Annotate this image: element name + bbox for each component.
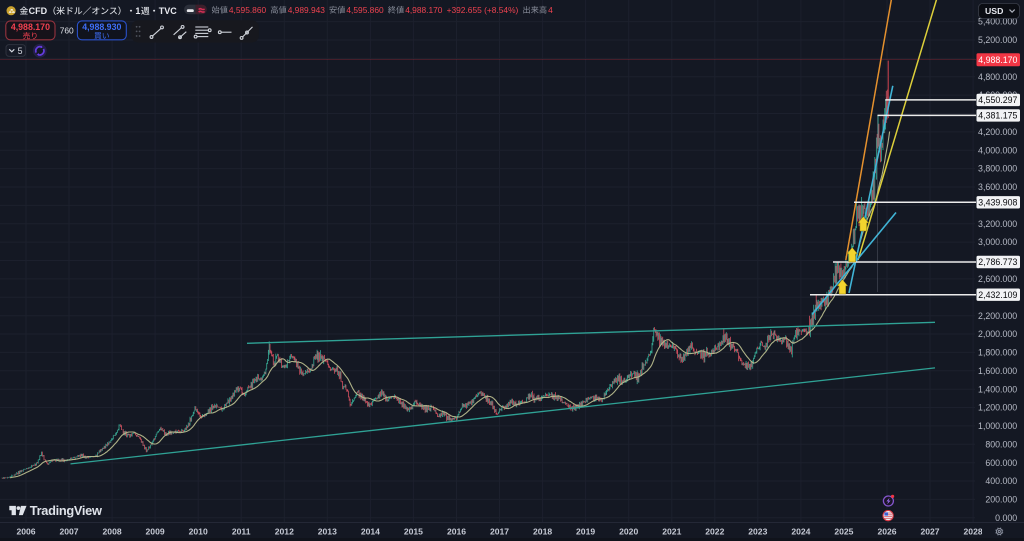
svg-text:3,600.000: 3,600.000: [978, 182, 1017, 192]
svg-text:0.000: 0.000: [995, 513, 1017, 523]
svg-text:3,000.000: 3,000.000: [978, 237, 1017, 247]
svg-text:2,432.109: 2,432.109: [978, 290, 1017, 300]
svg-text:400.000: 400.000: [985, 476, 1017, 486]
svg-text:3,439.908: 3,439.908: [978, 197, 1017, 207]
svg-text:2013: 2013: [318, 527, 337, 537]
svg-text:2016: 2016: [447, 527, 466, 537]
svg-text:TVC: TVC: [159, 6, 178, 16]
svg-text:+392.655 (+8.54%): +392.655 (+8.54%): [447, 5, 519, 15]
svg-text:1,800.000: 1,800.000: [978, 348, 1017, 358]
svg-text:USD: USD: [985, 6, 1003, 16]
svg-text:2023: 2023: [748, 527, 767, 537]
svg-text:2025: 2025: [834, 527, 853, 537]
svg-text:2011: 2011: [232, 527, 251, 537]
svg-text:4,200.000: 4,200.000: [978, 127, 1017, 137]
svg-text:1,200.000: 1,200.000: [978, 403, 1017, 413]
svg-text:2027: 2027: [920, 527, 939, 537]
svg-text:2018: 2018: [533, 527, 552, 537]
svg-text:4: 4: [548, 5, 553, 15]
svg-text:200.000: 200.000: [985, 495, 1017, 505]
svg-text:2022: 2022: [705, 527, 724, 537]
svg-text:2010: 2010: [189, 527, 208, 537]
svg-text:1,400.000: 1,400.000: [978, 384, 1017, 394]
svg-text:2026: 2026: [877, 527, 896, 537]
svg-text:2014: 2014: [361, 527, 380, 537]
svg-text:2,000.000: 2,000.000: [978, 329, 1017, 339]
svg-text:600.000: 600.000: [985, 458, 1017, 468]
svg-text:5,200.000: 5,200.000: [978, 35, 1017, 45]
svg-text:2,786.773: 2,786.773: [978, 257, 1017, 267]
svg-text:2006: 2006: [16, 527, 35, 537]
svg-text:4,988.170: 4,988.170: [978, 55, 1017, 65]
svg-text:5: 5: [18, 46, 23, 56]
svg-text:3,800.000: 3,800.000: [978, 164, 1017, 174]
svg-text:4,989.943: 4,989.943: [288, 5, 326, 15]
svg-text:3,200.000: 3,200.000: [978, 219, 1017, 229]
svg-text:4,988.930: 4,988.930: [82, 22, 121, 32]
svg-text:4,988.170: 4,988.170: [405, 5, 443, 15]
svg-text:2020: 2020: [619, 527, 638, 537]
svg-text:4,800.000: 4,800.000: [978, 72, 1017, 82]
svg-text:2007: 2007: [59, 527, 78, 537]
svg-text:1,000.000: 1,000.000: [978, 421, 1017, 431]
svg-text:4,988.170: 4,988.170: [11, 22, 50, 32]
svg-text:4,550.297: 4,550.297: [978, 95, 1017, 105]
svg-text:2012: 2012: [275, 527, 294, 537]
svg-text:1,600.000: 1,600.000: [978, 366, 1017, 376]
svg-text:2024: 2024: [791, 527, 810, 537]
svg-text:TradingView: TradingView: [30, 503, 102, 518]
svg-text:5,400.000: 5,400.000: [978, 17, 1017, 27]
svg-text:2021: 2021: [662, 527, 681, 537]
svg-text:2019: 2019: [576, 527, 595, 537]
svg-text:4,595.860: 4,595.860: [346, 5, 384, 15]
svg-text:4,000.000: 4,000.000: [978, 145, 1017, 155]
svg-text:2,200.000: 2,200.000: [978, 311, 1017, 321]
svg-text:760: 760: [60, 26, 74, 36]
svg-text:1: 1: [135, 6, 140, 16]
svg-text:2017: 2017: [490, 527, 509, 537]
svg-text:2,600.000: 2,600.000: [978, 274, 1017, 284]
svg-text:2008: 2008: [103, 527, 122, 537]
svg-text:4,595.860: 4,595.860: [229, 5, 267, 15]
svg-text:800.000: 800.000: [985, 439, 1017, 449]
svg-text:CFD: CFD: [29, 6, 48, 16]
svg-text:4,381.175: 4,381.175: [978, 111, 1017, 121]
svg-text:2009: 2009: [146, 527, 165, 537]
svg-text:2015: 2015: [404, 527, 423, 537]
svg-text:2028: 2028: [964, 527, 983, 537]
